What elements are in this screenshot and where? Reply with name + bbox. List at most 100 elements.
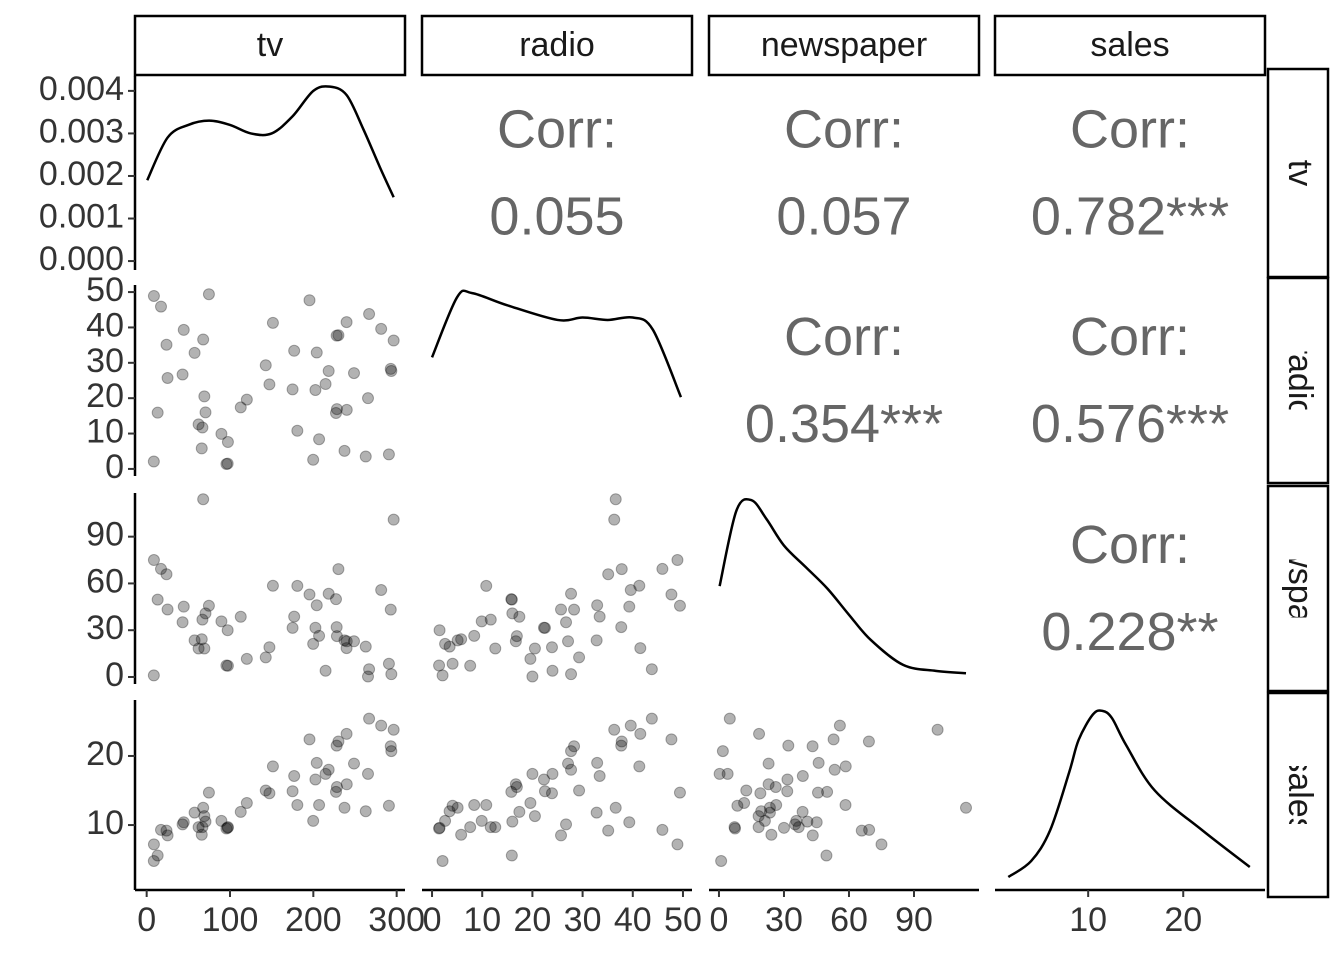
x-tick-label: 60 (830, 901, 868, 939)
scatter-point (546, 664, 559, 677)
scatter-point (769, 781, 782, 794)
scatter-point (348, 367, 360, 380)
scatter-point (263, 641, 276, 654)
y-tick-label: 0.004 (39, 70, 124, 108)
scatter-point (590, 634, 603, 647)
scatter-point (615, 621, 628, 634)
scatter-point (291, 424, 304, 437)
scatter-point (313, 799, 326, 812)
corr-value: 0.057 (776, 186, 911, 246)
scatter-point (332, 563, 345, 576)
scatter-point (524, 652, 537, 665)
scatter-point (455, 828, 468, 841)
scatter-point (862, 735, 875, 748)
corr-title: Corr: (784, 307, 904, 367)
scatter-point (359, 805, 372, 818)
scatter-point (188, 806, 201, 819)
scatter-point (510, 781, 523, 794)
scatter-point (202, 786, 215, 799)
scatter-point (505, 593, 518, 606)
scatter-point (147, 554, 160, 567)
scatter-point (192, 642, 205, 655)
column-strip (420, 14, 694, 77)
scatter-point (538, 621, 551, 634)
scatter-point (310, 346, 323, 359)
scatter-point (177, 816, 190, 829)
scatter-point (340, 642, 353, 655)
scatter-point (634, 642, 647, 655)
scatter-point (215, 615, 228, 628)
scatter-point (721, 767, 734, 780)
scatter-point (340, 403, 353, 416)
scatter-point (385, 745, 398, 758)
scatter-point (330, 329, 343, 342)
scatter-point (728, 821, 741, 834)
scatter-point (863, 823, 876, 836)
scatter-point (545, 641, 558, 654)
scatter-point (322, 587, 335, 600)
scatter-point (538, 785, 551, 798)
corr-value: 0.782*** (1031, 186, 1229, 246)
scatter-point (362, 767, 374, 780)
scatter-point (348, 757, 360, 770)
scatter-point (199, 815, 212, 828)
scatter-point (192, 821, 205, 834)
scatter-point (716, 745, 729, 758)
scatter-point (198, 390, 211, 403)
scatter-point (731, 799, 744, 812)
scatter-point (202, 288, 215, 301)
scatter-point (446, 799, 459, 812)
scatter-point (147, 838, 160, 851)
scatter-point (555, 829, 568, 842)
scatter-point (195, 442, 208, 455)
scatter-point (738, 796, 751, 809)
x-tick-label: 10 (1069, 901, 1107, 939)
scatter-point (348, 635, 360, 648)
scatter-point (319, 378, 332, 391)
scatter-point (192, 418, 205, 431)
scatter-point (633, 760, 646, 773)
scatter-point (332, 329, 345, 342)
scatter-point (234, 610, 247, 623)
scatter-point (384, 603, 397, 616)
scatter-point (188, 346, 201, 359)
row-strip-label: sales (1281, 755, 1319, 834)
scatter-point (221, 821, 234, 834)
scatter-point (615, 563, 628, 576)
scatter-point (147, 455, 160, 468)
column-strip (993, 14, 1267, 77)
corr-value: 0.354*** (745, 394, 943, 454)
scatter-point (303, 733, 316, 746)
scatter-point (330, 781, 343, 794)
scatter-point (330, 739, 343, 752)
column-strip (133, 14, 407, 77)
scatter-point (634, 727, 647, 740)
scatter-point (656, 823, 669, 836)
scatter-point (546, 767, 559, 780)
x-tick-label: 30 (765, 901, 803, 939)
scatter-point (307, 814, 320, 827)
scatter-point (562, 757, 575, 770)
corr-title: Corr: (1070, 307, 1190, 367)
scatter-point (382, 448, 395, 461)
scatter-point (806, 740, 819, 753)
scatter-point (322, 763, 335, 776)
density-curve (430, 289, 683, 398)
scatter-point (196, 613, 209, 626)
scatter-point (188, 634, 201, 647)
scatter-point (160, 824, 173, 837)
scatter-point (451, 801, 464, 814)
x-tick-label: 90 (895, 901, 933, 939)
scatter-point (489, 642, 502, 655)
scatter-point (363, 663, 376, 676)
scatter-point (763, 801, 776, 814)
column-strip-label: radio (519, 26, 595, 64)
scatter-point (524, 796, 537, 809)
scatter-point (362, 670, 374, 683)
scatter-point (509, 778, 522, 791)
scatter-point (752, 821, 765, 834)
row-strip-label: radio (1281, 343, 1319, 419)
scatter-point (468, 799, 481, 812)
scatter-point (506, 815, 519, 828)
scatter-point (387, 334, 400, 347)
